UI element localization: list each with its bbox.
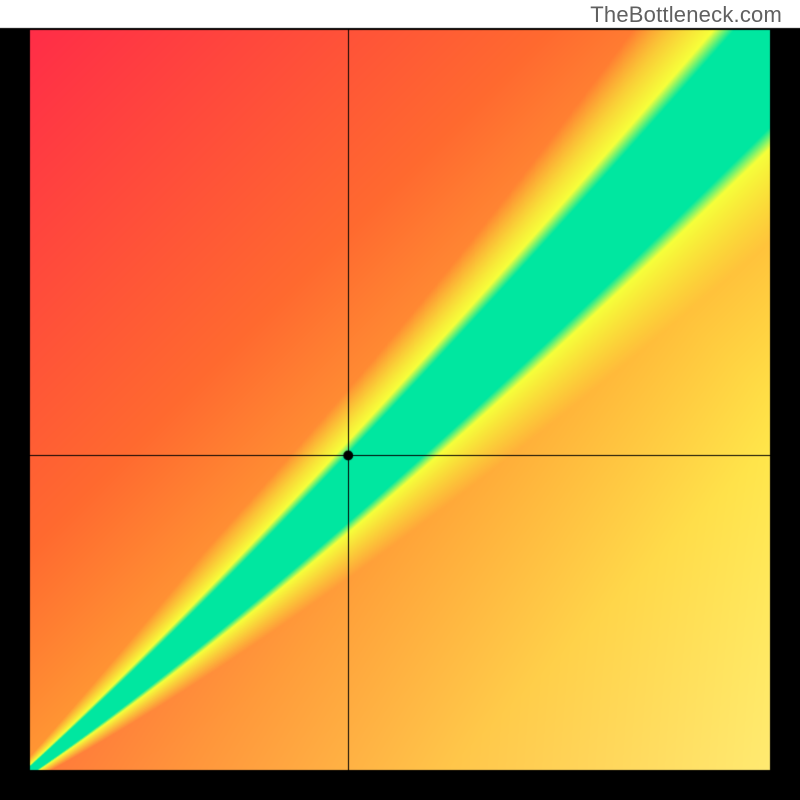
watermark-text: TheBottleneck.com: [590, 2, 782, 28]
bottleneck-heatmap: [0, 0, 800, 800]
chart-container: TheBottleneck.com: [0, 0, 800, 800]
